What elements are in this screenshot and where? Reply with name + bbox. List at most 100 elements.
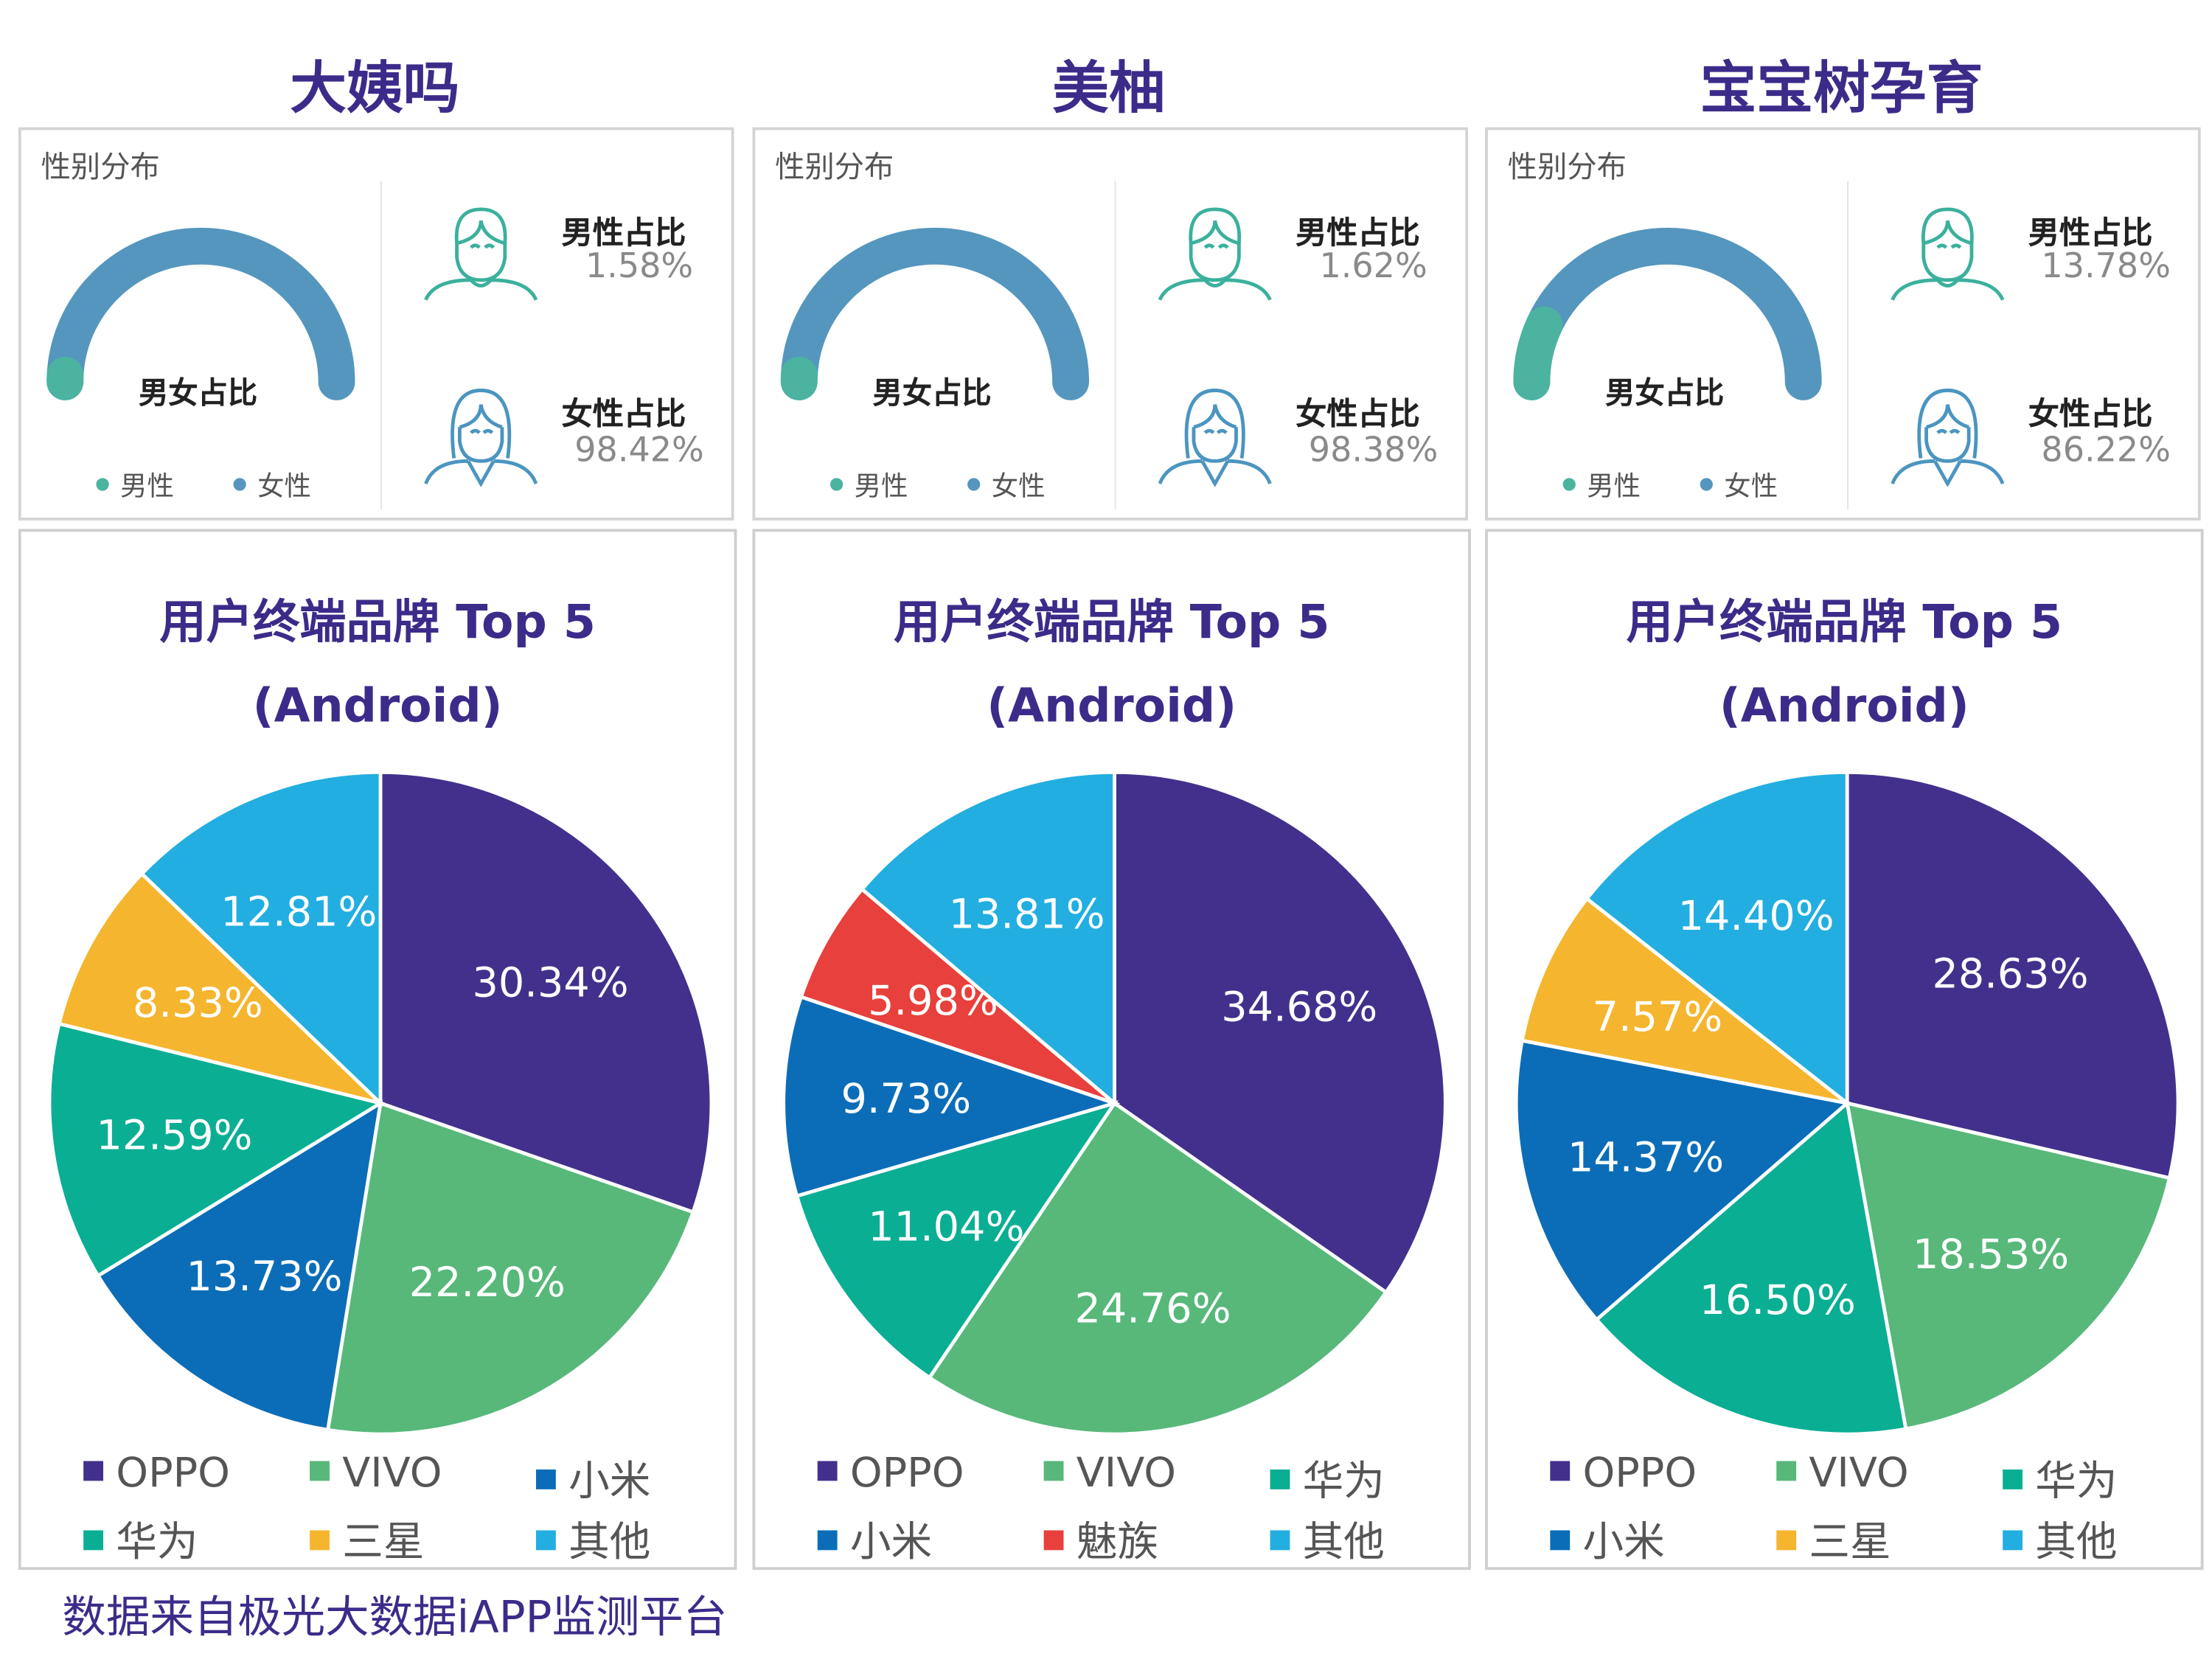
pie-slice-华为 [794, 1100, 1119, 1380]
pie-slice-VIVO [927, 1100, 1389, 1436]
legend-label: VIVO [1076, 1448, 1177, 1497]
female-dot [233, 478, 246, 491]
legend-label: 三星 [342, 1517, 425, 1566]
legend-item: 三星 [1776, 1509, 1891, 1569]
female-ratio-value: 98.38% [1308, 430, 1439, 470]
gauge-center-label: 男女占比 [138, 376, 258, 411]
pie-data-label: 13.73% [186, 1253, 342, 1301]
gauge-center-label: 男女占比 [1605, 376, 1725, 411]
pie-data-label: 18.53% [1913, 1231, 2069, 1279]
pie-slice-OPPO [1113, 770, 1447, 1295]
legend-male: 男性 [96, 465, 174, 504]
legend-label: 女性 [257, 470, 312, 502]
divider [1114, 181, 1116, 509]
chart-title: 用户终端品牌 Top 5 (Android) [1488, 580, 2201, 746]
legend-label: OPPO [849, 1448, 964, 1497]
legend-item: 华为 [1270, 1448, 1385, 1508]
male-ratio-value: 13.78% [2041, 246, 2171, 286]
pie-slice-三星 [1520, 896, 1848, 1105]
female-ratio-value: 86.22% [2041, 430, 2171, 470]
legend-item: 华为 [2003, 1448, 2118, 1508]
gender-panel: 性别分布 男女占比 男性 女性 男性占比 1.58% 女性占比 98.42% [18, 127, 734, 521]
legend-swatch [1776, 1530, 1797, 1551]
legend-item: OPPO [1550, 1448, 1697, 1496]
pie-data-label: 16.50% [1700, 1276, 1856, 1324]
gauge-chart [1513, 227, 1822, 400]
legend-item: OPPO [817, 1448, 964, 1497]
chart-title: 用户终端品牌 Top 5 (Android) [21, 580, 734, 746]
divider [1847, 181, 1849, 509]
legend-swatch [535, 1530, 556, 1551]
female-dot [967, 478, 981, 491]
pie-data-label: 12.81% [220, 888, 377, 936]
pie-data-label: 34.68% [1221, 984, 1377, 1032]
legend-swatch [1043, 1530, 1064, 1551]
female-ratio-label: 女性占比 [2028, 397, 2153, 433]
legend-swatch [1550, 1461, 1571, 1481]
section-title: 性别分布 [41, 150, 160, 184]
chart-title: 用户终端品牌 Top 5 (Android) [755, 580, 1468, 746]
male-avatar-icon [1151, 201, 1279, 302]
legend-swatch [310, 1530, 330, 1551]
legend-label: 其他 [1302, 1517, 1385, 1566]
pie-slice-小米 [782, 994, 1121, 1199]
legend-label: 其他 [568, 1517, 651, 1566]
legend-item: 三星 [310, 1509, 424, 1569]
pie-slice-小米 [1514, 1038, 1851, 1323]
gauge-female-arc [780, 227, 1090, 400]
female-ratio-value: 98.42% [574, 430, 704, 470]
legend-swatch [83, 1530, 104, 1551]
legend-swatch [1776, 1461, 1797, 1481]
legend-item: OPPO [83, 1448, 230, 1496]
legend-label: 女性 [991, 470, 1046, 502]
legend-swatch [2003, 1530, 2023, 1551]
gauge-center-label: 男女占比 [872, 376, 992, 411]
legend-label: 华为 [2035, 1456, 2118, 1505]
male-dot [96, 478, 109, 491]
pie-slice-其他 [859, 770, 1116, 1107]
chart-title-line1: 用户终端品牌 Top 5 [159, 594, 596, 650]
pie-slice-VIVO [1845, 1101, 2172, 1431]
pie-data-label: 9.73% [841, 1075, 971, 1123]
app-title: 大姨吗 [290, 56, 460, 122]
section-title: 性别分布 [1507, 150, 1627, 184]
male-avatar-icon [417, 201, 545, 302]
legend-item: 其他 [535, 1509, 651, 1569]
pie-data-label: 24.76% [1075, 1284, 1231, 1332]
gender-panel: 性别分布 男女占比 男性 女性 男性占比 1.62% 女性占比 98.38% [752, 127, 1469, 521]
legend-label: 男性 [854, 470, 908, 502]
pie-panel: 用户终端品牌 Top 5 (Android) 30.34% 22.20% 13.73% 1… [18, 529, 737, 1571]
female-ratio-label: 女性占比 [1295, 397, 1420, 433]
pie-data-label: 14.40% [1678, 892, 1834, 940]
pie-panel: 用户终端品牌 Top 5 (Android) 28.63% 18.53% 16.50% 1… [1485, 529, 2204, 1571]
legend-male: 男性 [1562, 465, 1641, 504]
pie-data-label: 28.63% [1933, 950, 2089, 998]
pie-slice-其他 [1584, 770, 1849, 1107]
chart-title-line2: (Android) [252, 677, 503, 733]
male-dot [830, 478, 844, 491]
legend-swatch [1043, 1461, 1064, 1481]
female-avatar-icon [417, 385, 545, 487]
chart-title-line1: 用户终端品牌 Top 5 [1626, 594, 2063, 650]
pie-slice-其他 [139, 770, 383, 1107]
legend-swatch [2003, 1470, 2023, 1489]
pie-data-label: 12.59% [96, 1112, 252, 1160]
pie-slice-华为 [47, 1021, 386, 1279]
legend-swatch [1270, 1470, 1290, 1489]
legend-item: 魅族 [1043, 1509, 1158, 1569]
legend-label: 三星 [1809, 1517, 1891, 1566]
legend-swatch [817, 1461, 838, 1481]
gauge-chart [46, 227, 355, 400]
legend-swatch [83, 1461, 104, 1481]
chart-title-line2: (Android) [1719, 677, 1969, 733]
chart-title-line1: 用户终端品牌 Top 5 [893, 594, 1330, 650]
legend-item: 小米 [817, 1509, 933, 1569]
legend-label: 男性 [120, 470, 174, 502]
legend-label: 华为 [116, 1517, 198, 1566]
gauge-female-arc [46, 227, 355, 400]
pie-chart: 30.34% 22.20% 13.73% 12.59% 8.33% 12.81% [47, 770, 714, 1436]
legend-swatch [535, 1470, 556, 1489]
legend-label: 小米 [849, 1517, 933, 1566]
legend-female: 女性 [1700, 465, 1778, 504]
app-title: 宝宝树孕育 [1700, 56, 1983, 122]
